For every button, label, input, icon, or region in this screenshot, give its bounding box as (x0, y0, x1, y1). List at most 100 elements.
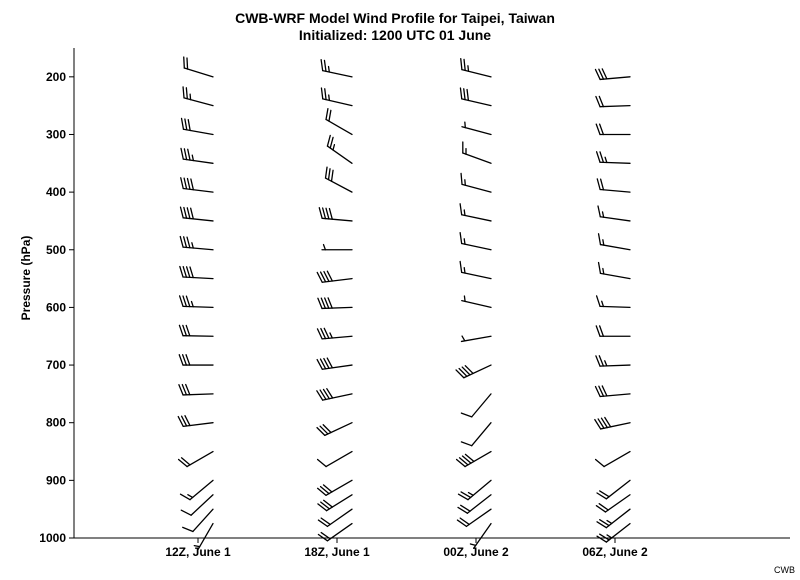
wind-barb (324, 166, 353, 193)
barb-feather (601, 68, 608, 80)
barb-shaft (325, 494, 353, 512)
barb-shaft (182, 422, 214, 428)
wind-barb (178, 324, 214, 337)
barb-feather (323, 59, 327, 72)
barb-shaft (325, 479, 353, 497)
barb-feather (183, 206, 188, 219)
barb-shaft (605, 508, 631, 529)
barb-shaft (605, 479, 631, 500)
wind-barb (596, 479, 631, 500)
barb-feather (461, 366, 471, 376)
wind-barb (316, 422, 353, 437)
barb-feather (326, 357, 334, 369)
barb-feather (598, 355, 605, 367)
barb-feather (316, 328, 323, 340)
barb-feather (316, 426, 326, 437)
barb-feather (179, 206, 184, 219)
barb-shaft (326, 522, 353, 542)
barb-feather (186, 236, 191, 249)
barb-feather (464, 453, 475, 463)
barb-feather (320, 87, 324, 100)
barb-shaft (322, 393, 353, 401)
barb-feather (456, 519, 468, 528)
barb-shaft (599, 243, 631, 251)
barb-feather (178, 324, 184, 337)
barb-shaft (471, 393, 492, 418)
barb-feather (459, 231, 463, 245)
barb-feather (181, 354, 188, 366)
wind-barb (178, 295, 214, 309)
wind-barb (594, 416, 631, 430)
barb-feather (185, 295, 191, 308)
barb-feather (330, 169, 334, 182)
barb-feather (182, 295, 188, 308)
barb-shaft (599, 305, 631, 309)
barb-feather (327, 297, 333, 309)
barb-feather (599, 519, 610, 527)
barb-feather (182, 236, 188, 249)
barb-half-feather (332, 144, 336, 151)
barb-feather (460, 172, 463, 186)
barb-shaft (599, 216, 631, 222)
barb-shaft (599, 393, 631, 398)
barb-feather (180, 509, 192, 516)
barb-shaft (182, 158, 214, 164)
barb-half-feather (463, 295, 466, 303)
barb-shaft (461, 98, 492, 107)
barb-half-feather (327, 65, 330, 73)
wind-barb (179, 206, 214, 222)
barb-shaft (461, 271, 492, 280)
barb-half-feather (328, 94, 331, 102)
wind-barb (317, 297, 353, 310)
wind-barb (177, 450, 214, 468)
barb-feather (317, 503, 328, 512)
barb-feather (598, 385, 605, 397)
wind-barb (597, 261, 631, 280)
y-tick-label: 800 (46, 416, 66, 430)
barb-half-feather (602, 239, 605, 246)
barb-shaft (326, 145, 353, 164)
barb-feather (178, 384, 184, 396)
wind-barb (182, 508, 214, 533)
barb-feather (177, 415, 184, 428)
chart-title: CWB-WRF Model Wind Profile for Taipei, T… (235, 10, 555, 26)
barb-feather (185, 354, 191, 366)
barb-shaft (599, 364, 631, 367)
barb-feather (184, 415, 191, 427)
barb-feather (596, 521, 608, 529)
barb-feather (179, 235, 184, 248)
barb-feather (323, 270, 330, 283)
barb-feather (183, 56, 185, 69)
barb-half-feather (187, 494, 194, 499)
barb-half-feather (463, 266, 466, 274)
wind-barb (596, 522, 631, 543)
barb-half-feather (191, 154, 195, 162)
barb-shaft (321, 217, 353, 222)
x-tick-label: 12Z, June 1 (165, 545, 231, 559)
barb-feather (461, 455, 472, 464)
wind-barb (455, 364, 492, 379)
y-tick-label: 900 (46, 473, 66, 487)
barb-shaft (461, 126, 492, 136)
wind-barb (469, 522, 492, 549)
wind-barb (457, 494, 492, 514)
y-tick-label: 700 (46, 358, 66, 372)
barb-feather (464, 364, 474, 375)
wind-barb (179, 265, 214, 280)
barb-half-feather (463, 209, 466, 217)
barb-feather (180, 147, 184, 160)
barb-feather (596, 178, 601, 191)
wind-barb (597, 233, 631, 251)
barb-feather (322, 484, 333, 493)
barb-feather (317, 297, 323, 310)
barb-feather (317, 533, 329, 542)
wind-barb (459, 231, 492, 251)
wind-barb (179, 235, 214, 251)
barb-feather (319, 271, 327, 283)
barb-shaft (325, 450, 353, 468)
barb-half-feather (604, 156, 608, 164)
barb-shaft (189, 479, 214, 501)
barb-feather (457, 493, 469, 501)
wind-barb (457, 479, 492, 501)
